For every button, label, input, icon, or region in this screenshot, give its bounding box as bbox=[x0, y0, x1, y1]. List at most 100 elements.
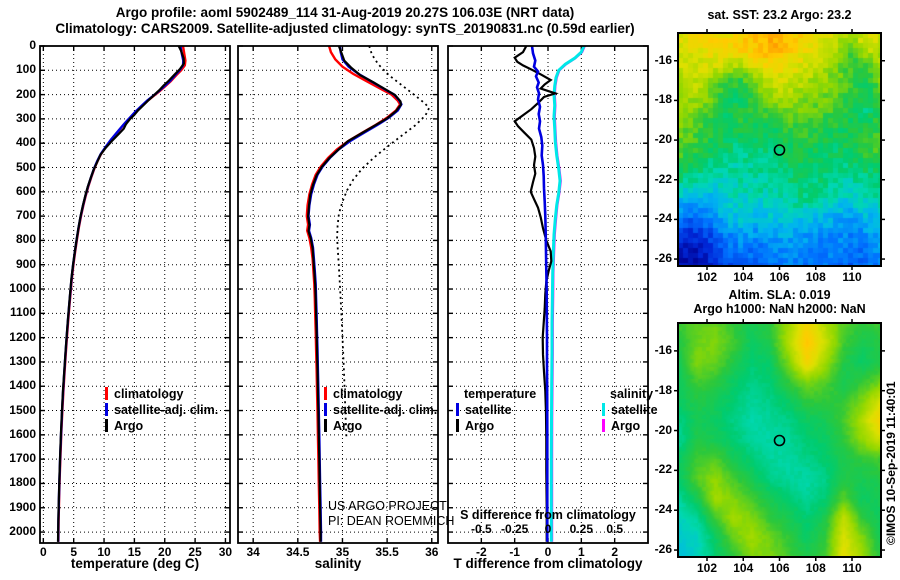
legend-diff-temperature-0-marker-icon bbox=[456, 403, 459, 416]
legend-sal-0: climatology bbox=[324, 387, 402, 401]
sla_map-ytick--18: -18 bbox=[654, 382, 672, 397]
sla_map-xtick-104: 104 bbox=[733, 561, 754, 575]
project-annotation-line2: PI: DEAN ROEMMICH bbox=[328, 514, 455, 528]
legend-diff-salinity-0: satellite bbox=[602, 403, 658, 417]
temperature_profile-ytick-400: 400 bbox=[15, 135, 36, 150]
sst_map-ytick--20: -20 bbox=[654, 132, 672, 147]
temperature_profile-xtick-30: 30 bbox=[218, 545, 233, 559]
sst_map-xtick-104: 104 bbox=[733, 270, 754, 284]
imos-watermark: ©IMOS 10-Sep-2019 11:40:01 bbox=[884, 381, 898, 545]
series-satellite-adj. clim. bbox=[307, 45, 403, 542]
difference_profile-xtick--2: -2 bbox=[475, 545, 487, 559]
legend-temp-0: climatology bbox=[105, 387, 183, 401]
salinity_profile-xtick-34: 34 bbox=[246, 545, 260, 559]
temperature_profile-ytick-1400: 1400 bbox=[9, 378, 36, 393]
temperature_profile-xtick-20: 20 bbox=[158, 545, 172, 559]
sst_map-ytick--26: -26 bbox=[654, 251, 672, 266]
series-satellite-adj. clim. bbox=[57, 45, 185, 542]
series-climatology bbox=[57, 45, 187, 542]
legend-temp-2-label: Argo bbox=[114, 419, 144, 433]
sst_map-xtick-102: 102 bbox=[696, 270, 718, 284]
salinity-axis-label: salinity bbox=[314, 556, 362, 571]
s-diff-tick-0: 0 bbox=[544, 522, 552, 536]
sla_map-xtick-108: 108 bbox=[805, 561, 826, 575]
sla_map-xtick-110: 110 bbox=[842, 561, 862, 575]
temperature_profile-ytick-1900: 1900 bbox=[9, 499, 36, 514]
legend-sal-0-marker-icon bbox=[324, 387, 327, 400]
sla_map-ytick--20: -20 bbox=[654, 422, 672, 437]
temperature_profile-ytick-1100: 1100 bbox=[9, 305, 36, 320]
sst_map-xtick-108: 108 bbox=[805, 270, 826, 284]
temperature_profile-xtick-5: 5 bbox=[70, 545, 78, 559]
legend-diff-temperature-0: satellite bbox=[456, 403, 512, 417]
sst-map-title: sat. SST: 23.2 Argo: 23.2 bbox=[707, 8, 852, 22]
temperature_profile-xtick-0: 0 bbox=[39, 545, 47, 559]
legend-group-title-temperature: temperature bbox=[464, 387, 537, 401]
temperature_profile-ytick-800: 800 bbox=[15, 232, 36, 247]
sla_map-ytick--26: -26 bbox=[654, 542, 672, 557]
temperature_profile-xtick-15: 15 bbox=[127, 545, 142, 559]
legend-diff-salinity-1: Argo bbox=[602, 419, 640, 433]
series-argo-temperature-diff bbox=[513, 45, 559, 542]
legend-diff-temperature-1-marker-icon bbox=[456, 419, 459, 432]
series-climatology bbox=[305, 45, 402, 542]
temperature_profile-ytick-0: 0 bbox=[29, 38, 36, 52]
s-diff-tick-0.25: 0.25 bbox=[569, 522, 593, 536]
t-difference-axis-label: T difference from climatology bbox=[453, 556, 643, 571]
series-satellite-temperature-diff bbox=[530, 45, 549, 542]
legend-sal-1-marker-icon bbox=[324, 403, 327, 416]
temperature_profile-ytick-1000: 1000 bbox=[9, 281, 36, 296]
temperature_profile-ytick-1600: 1600 bbox=[9, 426, 36, 441]
difference_profile-xtick--1: -1 bbox=[509, 545, 520, 559]
temperature_profile-ytick-200: 200 bbox=[15, 86, 36, 101]
difference_profile-xtick-0: 0 bbox=[544, 545, 552, 559]
temperature_profile-xtick-10: 10 bbox=[97, 545, 111, 559]
series-satellite-salinity-diff bbox=[549, 45, 586, 542]
sla-map-title-line1: Altim. SLA: 0.019 bbox=[728, 288, 831, 302]
legend-temp-1: satellite-adj. clim. bbox=[105, 403, 218, 417]
legend-temp-0-label: climatology bbox=[114, 387, 184, 401]
legend-sal-2-marker-icon bbox=[324, 419, 327, 432]
temperature_profile-ytick-1700: 1700 bbox=[9, 451, 36, 466]
sst_map-ytick--16: -16 bbox=[654, 52, 672, 67]
legend-temp-0-marker-icon bbox=[105, 387, 108, 400]
s-diff-tick-0.5: 0.5 bbox=[606, 522, 623, 536]
sla_map-xtick-102: 102 bbox=[696, 561, 718, 575]
legend-group-title-salinity: salinity bbox=[610, 387, 654, 401]
temperature_profile-ytick-900: 900 bbox=[15, 256, 36, 271]
temperature_profile-ytick-1300: 1300 bbox=[9, 353, 36, 368]
legend-sal-2-label: Argo bbox=[333, 419, 363, 433]
legend-diff-salinity-0-marker-icon bbox=[602, 403, 605, 416]
temperature-axis-label: temperature (deg C) bbox=[70, 556, 200, 571]
sla_map-ytick--16: -16 bbox=[654, 342, 672, 357]
legend-sal-1: satellite-adj. clim. bbox=[324, 403, 437, 417]
sla_map-ytick--22: -22 bbox=[654, 462, 672, 477]
difference_profile-xtick-2: 2 bbox=[611, 545, 618, 559]
legend-diff-salinity-1-marker-icon bbox=[602, 419, 605, 432]
series-Argo bbox=[306, 45, 403, 542]
legend-sal-2: Argo bbox=[324, 419, 362, 433]
legend-sal-0-label: climatology bbox=[333, 387, 403, 401]
sla-map-title-line2: Argo h1000: NaN h2000: NaN bbox=[693, 302, 866, 316]
legend-temp-1-marker-icon bbox=[105, 403, 108, 416]
legend-temp-2: Argo bbox=[105, 419, 143, 433]
series-reference-dotted bbox=[336, 45, 431, 440]
temperature_profile-ytick-300: 300 bbox=[15, 110, 36, 125]
salinity_profile-xtick-34.5: 34.5 bbox=[286, 545, 310, 559]
s-diff-tick--0.5: -0.5 bbox=[470, 522, 492, 536]
temperature_profile-ytick-1800: 1800 bbox=[9, 475, 36, 490]
temperature_profile-ytick-700: 700 bbox=[15, 208, 36, 223]
legend-diff-temperature-0-label: satellite bbox=[465, 403, 512, 417]
sst_map-ytick--18: -18 bbox=[654, 92, 672, 107]
legend-temp-2-marker-icon bbox=[105, 419, 108, 432]
difference_profile-xtick-1: 1 bbox=[577, 545, 585, 559]
salinity_profile-xtick-35.5: 35.5 bbox=[375, 545, 399, 559]
legend-diff-temperature-1-label: Argo bbox=[465, 419, 495, 433]
legend-sal-1-label: satellite-adj. clim. bbox=[333, 403, 438, 417]
sla_map-xtick-106: 106 bbox=[769, 561, 790, 575]
legend-diff-salinity-0-label: satellite bbox=[611, 403, 658, 417]
s-diff-tick--0.25: -0.25 bbox=[500, 522, 529, 536]
sst_map-xtick-106: 106 bbox=[769, 270, 790, 284]
temperature_profile-ytick-500: 500 bbox=[15, 159, 36, 174]
